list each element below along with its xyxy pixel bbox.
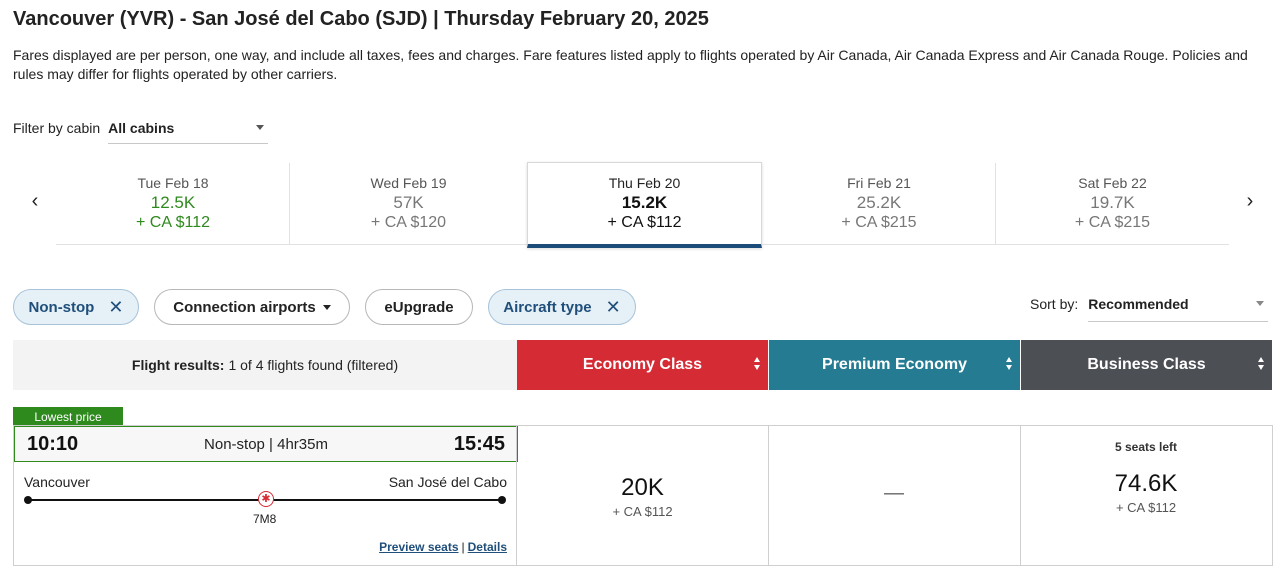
date-tab-sat-feb-22[interactable]: Sat Feb 22 19.7K + CA $215 xyxy=(996,163,1229,245)
sort-value: Recommended xyxy=(1088,295,1189,312)
flight-summary-header: 10:10 Non-stop | 4hr35m 15:45 xyxy=(14,426,518,462)
fare-notice: Fares displayed are per person, one way,… xyxy=(13,47,1248,82)
date-points: 15.2K xyxy=(621,193,668,212)
fare-unavailable: — xyxy=(884,482,904,504)
filter-chip-aircraft-type[interactable]: Aircraft type ✕ xyxy=(488,289,636,325)
sort-icon xyxy=(1006,357,1012,370)
cabin-filter: Filter by cabin All cabins xyxy=(13,112,269,144)
date-points: 57K xyxy=(393,193,424,212)
chevron-down-icon xyxy=(322,304,331,310)
date-label: Sat Feb 22 xyxy=(1078,175,1147,191)
chevron-down-icon xyxy=(1256,301,1265,306)
date-label: Tue Feb 18 xyxy=(137,175,209,191)
date-tab-fri-feb-21[interactable]: Fri Feb 21 25.2K + CA $215 xyxy=(762,163,996,245)
date-label: Thu Feb 20 xyxy=(608,175,681,191)
filter-chip-connection-airports[interactable]: Connection airports xyxy=(154,289,350,325)
route-line: ✱ xyxy=(24,491,506,507)
chevron-right-icon[interactable]: › xyxy=(1246,190,1254,212)
fare-economy[interactable]: 20K + CA $112 xyxy=(516,425,769,566)
cabin-label: Premium Economy xyxy=(822,356,967,373)
date-tab-wed-feb-19[interactable]: Wed Feb 19 57K + CA $120 xyxy=(290,163,527,245)
destination-city: San José del Cabo xyxy=(388,474,507,490)
fare-taxes: + CA $112 xyxy=(1115,500,1177,515)
close-icon[interactable]: ✕ xyxy=(108,297,124,317)
cabin-filter-select[interactable]: All cabins xyxy=(108,113,269,144)
cabin-header-economy[interactable]: Economy Class xyxy=(517,340,768,390)
date-taxes: + CA $112 xyxy=(607,214,682,231)
cabin-label: Business Class xyxy=(1087,356,1206,373)
departure-time: 10:10 xyxy=(27,432,79,455)
sort-control: Sort by: Recommended xyxy=(1030,286,1269,322)
page-title: Vancouver (YVR) - San José del Cabo (SJD… xyxy=(13,8,709,30)
chip-label: eUpgrade xyxy=(384,298,454,316)
cabin-filter-value: All cabins xyxy=(108,119,175,136)
date-label: Wed Feb 19 xyxy=(370,175,447,191)
date-taxes: + CA $120 xyxy=(370,214,447,231)
date-tab-tue-feb-18[interactable]: Tue Feb 18 12.5K + CA $112 xyxy=(56,163,290,245)
cabin-header-premium-economy[interactable]: Premium Economy xyxy=(769,340,1020,390)
divider xyxy=(995,163,996,245)
date-tab-thu-feb-20[interactable]: Thu Feb 20 15.2K + CA $112 xyxy=(527,162,762,248)
filter-chip-non-stop[interactable]: Non-stop ✕ xyxy=(13,289,139,325)
details-link[interactable]: Details xyxy=(467,540,507,554)
sort-icon xyxy=(754,357,760,370)
maple-leaf-icon: ✱ xyxy=(258,491,274,507)
origin-city: Vancouver xyxy=(24,474,90,490)
fare-points: 74.6K xyxy=(1114,470,1178,497)
flight-links: Preview seats | Details xyxy=(379,540,507,554)
chip-label: Aircraft type xyxy=(503,298,592,316)
results-summary: Flight results: 1 of 4 flights found (fi… xyxy=(13,340,517,390)
fare-business[interactable]: 5 seats left 74.6K + CA $112 xyxy=(1020,425,1273,566)
chevron-down-icon xyxy=(256,125,265,130)
fare-premium-economy: — xyxy=(768,425,1021,566)
sort-select[interactable]: Recommended xyxy=(1088,286,1269,322)
chevron-left-icon[interactable]: ‹ xyxy=(31,190,39,212)
cabin-header-business[interactable]: Business Class xyxy=(1021,340,1272,390)
sort-icon xyxy=(1258,357,1264,370)
date-points: 25.2K xyxy=(856,193,902,212)
chip-label: Connection airports xyxy=(173,298,316,316)
sort-label: Sort by: xyxy=(1030,296,1079,312)
cabin-label: Economy Class xyxy=(582,356,703,373)
chip-label: Non-stop xyxy=(28,298,95,316)
date-label: Fri Feb 21 xyxy=(847,175,911,191)
date-points: 19.7K xyxy=(1090,193,1135,212)
destination-dot xyxy=(498,496,506,504)
fare-points: 20K xyxy=(621,474,664,501)
results-label: Flight results: xyxy=(131,357,225,373)
link-separator: | xyxy=(461,540,465,554)
flight-result-card: 10:10 Non-stop | 4hr35m 15:45 Vancouver … xyxy=(13,425,518,566)
lowest-price-badge: Lowest price xyxy=(13,407,123,426)
date-points: 12.5K xyxy=(150,193,196,212)
divider xyxy=(289,163,290,245)
results-count: 1 of 4 flights found (filtered) xyxy=(228,357,399,373)
origin-dot xyxy=(24,496,32,504)
preview-seats-link[interactable]: Preview seats xyxy=(379,540,459,554)
date-taxes: + CA $112 xyxy=(136,214,210,231)
cabin-filter-label: Filter by cabin xyxy=(13,120,101,136)
date-carousel: ‹ Tue Feb 18 12.5K + CA $112 Wed Feb 19 … xyxy=(0,160,1282,250)
aircraft-type: 7M8 xyxy=(253,512,277,526)
close-icon[interactable]: ✕ xyxy=(605,297,621,317)
date-taxes: + CA $215 xyxy=(1074,214,1151,231)
filter-chip-eupgrade[interactable]: eUpgrade xyxy=(365,289,473,325)
seats-left: 5 seats left xyxy=(1114,440,1178,454)
fare-taxes: + CA $112 xyxy=(612,504,673,519)
flight-duration: Non-stop | 4hr35m xyxy=(204,435,328,453)
date-taxes: + CA $215 xyxy=(841,214,917,231)
arrival-time: 15:45 xyxy=(453,432,505,455)
